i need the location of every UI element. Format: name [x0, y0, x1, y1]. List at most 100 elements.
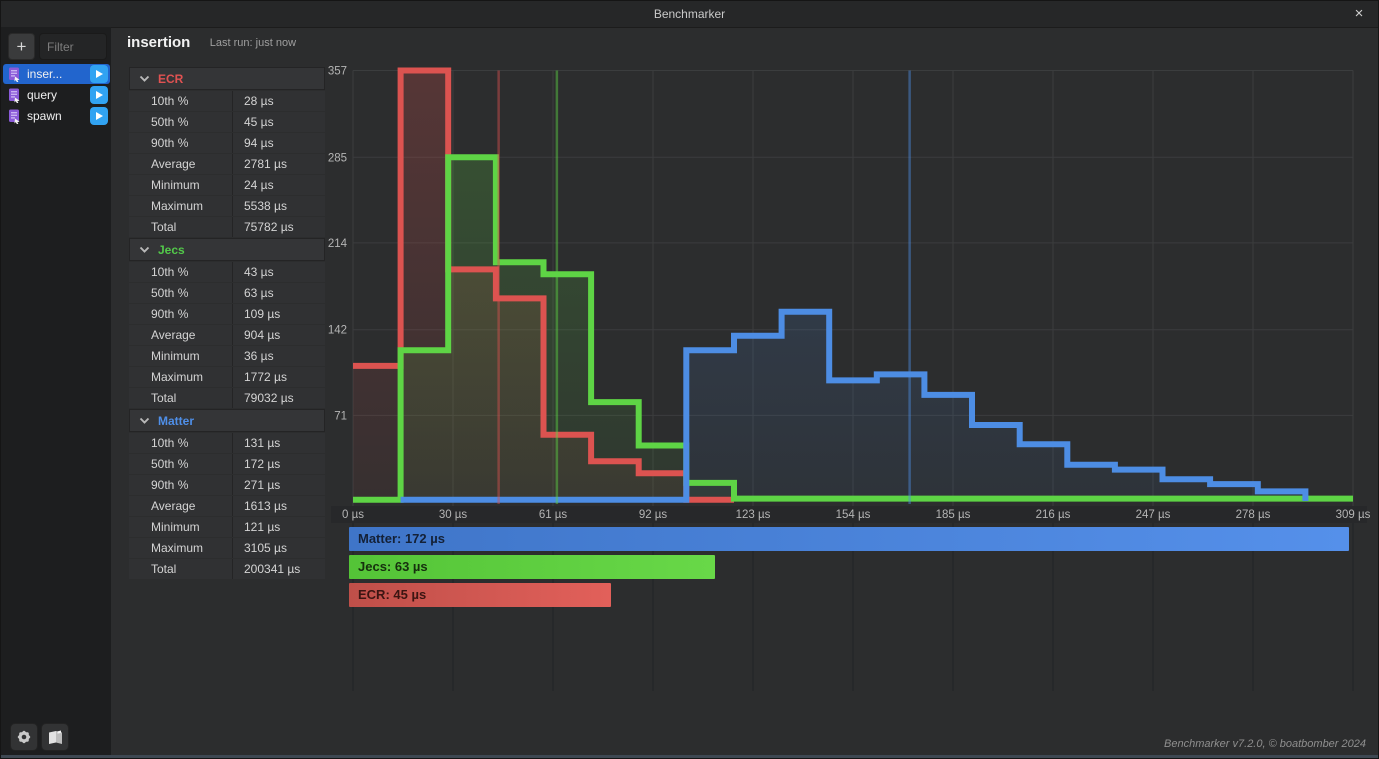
stat-row: Total 79032 µs	[129, 388, 325, 408]
legend-bar-label: ECR: 45 µs	[358, 587, 427, 602]
stat-label: 50th %	[151, 286, 189, 300]
stat-value: 271 µs	[232, 475, 325, 495]
stat-value: 45 µs	[232, 112, 325, 132]
sidebar: + inser... query spawn	[1, 27, 111, 758]
stat-label: 50th %	[151, 457, 189, 471]
y-axis-tick-label: 214	[328, 238, 348, 250]
docs-button[interactable]	[41, 723, 69, 751]
stat-label: Maximum	[151, 370, 204, 384]
x-axis-tick-label: 0 µs	[342, 509, 364, 521]
stat-value: 63 µs	[232, 283, 325, 303]
y-axis-tick-label: 142	[328, 325, 347, 337]
stat-row: Total 200341 µs	[129, 559, 325, 579]
script-icon	[9, 109, 20, 124]
stats-section-header-matter[interactable]: Matter	[129, 409, 325, 432]
stat-label: Minimum	[151, 520, 200, 534]
stat-value: 2781 µs	[232, 154, 325, 174]
x-axis-tick-label: 154 µs	[836, 509, 871, 521]
x-axis-tick-label: 278 µs	[1236, 509, 1271, 521]
stat-value: 1613 µs	[232, 496, 325, 516]
x-axis-tick-label: 309 µs	[1336, 509, 1371, 521]
stat-row: 10th % 28 µs	[129, 91, 325, 111]
stats-section-title: Matter	[158, 413, 195, 428]
window-bottom-edge	[1, 755, 1378, 758]
stats-section-title: Jecs	[158, 242, 185, 257]
run-benchmark-button[interactable]	[90, 65, 108, 83]
title-bar: Benchmarker ×	[1, 1, 1378, 28]
stat-value: 131 µs	[232, 433, 325, 453]
script-icon	[9, 88, 20, 103]
stats-panel: ECR 10th % 28 µs 50th % 45 µs 90th % 94 µs Aver…	[129, 67, 325, 580]
stat-row: Maximum 1772 µs	[129, 367, 325, 387]
stat-value: 1772 µs	[232, 367, 325, 387]
stat-value: 109 µs	[232, 304, 325, 324]
stats-section-header-jecs[interactable]: Jecs	[129, 238, 325, 261]
stat-label: 50th %	[151, 115, 189, 129]
window-title: Benchmarker	[653, 7, 726, 21]
stat-row: Average 1613 µs	[129, 496, 325, 516]
last-run-status: Last run: just now	[209, 37, 297, 49]
benchmark-item-spawn[interactable]: spawn	[3, 106, 110, 126]
x-axis-tick-label: 216 µs	[1036, 509, 1071, 521]
x-axis-tick-label: 92 µs	[639, 509, 668, 521]
stat-row: Maximum 5538 µs	[129, 196, 325, 216]
stat-value: 28 µs	[232, 91, 325, 111]
y-axis-tick-label: 71	[334, 410, 347, 422]
stat-label: Maximum	[151, 199, 204, 213]
run-benchmark-button[interactable]	[90, 107, 108, 125]
benchmark-item-label: query	[27, 88, 58, 102]
benchmark-list: inser... query spawn	[3, 64, 110, 127]
version-credit: Benchmarker v7.2.0, © boatbomber 2024	[1164, 738, 1366, 750]
play-icon	[96, 111, 103, 120]
gear-icon	[17, 730, 31, 744]
series-fill-matter	[400, 311, 1306, 501]
stat-row: Minimum 24 µs	[129, 175, 325, 195]
legend-bar-ecr: ECR: 45 µs	[349, 583, 611, 607]
stat-value: 43 µs	[232, 262, 325, 282]
stat-row: Minimum 121 µs	[129, 517, 325, 537]
stat-label: Average	[151, 499, 196, 513]
x-axis-strip	[331, 506, 1367, 523]
y-axis-tick-label: 357	[328, 65, 347, 77]
stat-label: 10th %	[151, 265, 189, 279]
stat-label: Total	[151, 562, 177, 576]
stat-label: 90th %	[151, 478, 189, 492]
y-axis-tick-label: 285	[328, 152, 347, 164]
stat-row: 90th % 271 µs	[129, 475, 325, 495]
stat-value: 904 µs	[232, 325, 325, 345]
x-axis-tick-label: 61 µs	[539, 509, 568, 521]
stat-label: 90th %	[151, 307, 189, 321]
stat-row: 90th % 109 µs	[129, 304, 325, 324]
add-benchmark-button[interactable]: +	[8, 33, 35, 60]
x-axis-tick-label: 123 µs	[736, 509, 771, 521]
stats-section-title: ECR	[158, 71, 184, 86]
series-line-ecr	[353, 67, 734, 503]
benchmark-item-query[interactable]: query	[3, 85, 110, 105]
run-benchmark-button[interactable]	[90, 86, 108, 104]
series-line-matter	[400, 308, 1309, 503]
stat-row: 90th % 94 µs	[129, 133, 325, 153]
stat-value: 94 µs	[232, 133, 325, 153]
stat-value: 5538 µs	[232, 196, 325, 216]
stat-value: 121 µs	[232, 517, 325, 537]
stat-value: 3105 µs	[232, 538, 325, 558]
legend-bar-label: Matter: 172 µs	[358, 531, 445, 546]
legend-bar-matter: Matter: 172 µs	[349, 527, 1349, 551]
play-icon	[96, 90, 103, 99]
page-title: insertion	[127, 34, 191, 51]
stat-value: 79032 µs	[232, 388, 325, 408]
stats-section-header-ecr[interactable]: ECR	[129, 67, 325, 90]
close-icon[interactable]: ×	[1354, 5, 1364, 22]
benchmark-item-label: spawn	[27, 109, 62, 123]
stat-value: 75782 µs	[232, 217, 325, 237]
stat-row: Average 904 µs	[129, 325, 325, 345]
stat-row: Total 75782 µs	[129, 217, 325, 237]
stat-label: 10th %	[151, 94, 189, 108]
filter-input[interactable]	[39, 33, 107, 60]
chevron-down-icon	[139, 417, 150, 424]
benchmark-item-inser[interactable]: inser...	[3, 64, 110, 84]
settings-button[interactable]	[10, 723, 38, 751]
stat-row: 50th % 172 µs	[129, 454, 325, 474]
stat-row: 10th % 131 µs	[129, 433, 325, 453]
